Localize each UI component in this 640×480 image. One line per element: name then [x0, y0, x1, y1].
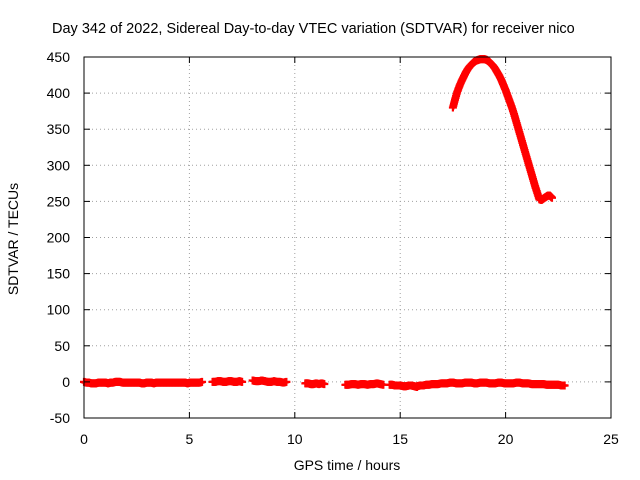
x-tick-label: 15 [392, 431, 408, 447]
x-tick-label: 0 [80, 431, 88, 447]
grid [84, 57, 611, 418]
y-tick-label: 50 [54, 338, 70, 354]
data-points [80, 55, 569, 391]
x-tick-label: 10 [287, 431, 303, 447]
y-tick-label: 300 [47, 157, 71, 173]
chart-title: Day 342 of 2022, Sidereal Day-to-day VTE… [52, 21, 575, 37]
data-point [560, 381, 569, 390]
y-tick-label: -50 [50, 410, 70, 426]
y-tick-label: 450 [47, 49, 71, 65]
data-point [320, 380, 329, 389]
y-tick-label: 100 [47, 302, 71, 318]
y-tick-label: 0 [62, 374, 70, 390]
data-point [282, 377, 291, 386]
y-tick-label: 150 [47, 266, 71, 282]
data-point [547, 193, 556, 202]
x-axis-label: GPS time / hours [294, 457, 401, 473]
data-point [198, 377, 207, 386]
x-tick-label: 25 [603, 431, 619, 447]
plot-frame [83, 56, 612, 419]
axis-ticks [83, 56, 612, 419]
y-tick-label: 250 [47, 193, 71, 209]
x-tick-labels: 0 5 10 15 20 25 [80, 431, 619, 447]
y-tick-label: 400 [47, 85, 71, 101]
data-point [238, 377, 247, 386]
y-tick-label: 200 [47, 230, 71, 246]
x-tick-label: 20 [498, 431, 514, 447]
y-axis-label: SDTVAR / TECUs [5, 183, 21, 295]
y-tick-labels: -50 0 50 100 150 200 250 300 350 400 450 [47, 49, 71, 426]
y-tick-label: 350 [47, 121, 71, 137]
x-tick-label: 5 [186, 431, 194, 447]
